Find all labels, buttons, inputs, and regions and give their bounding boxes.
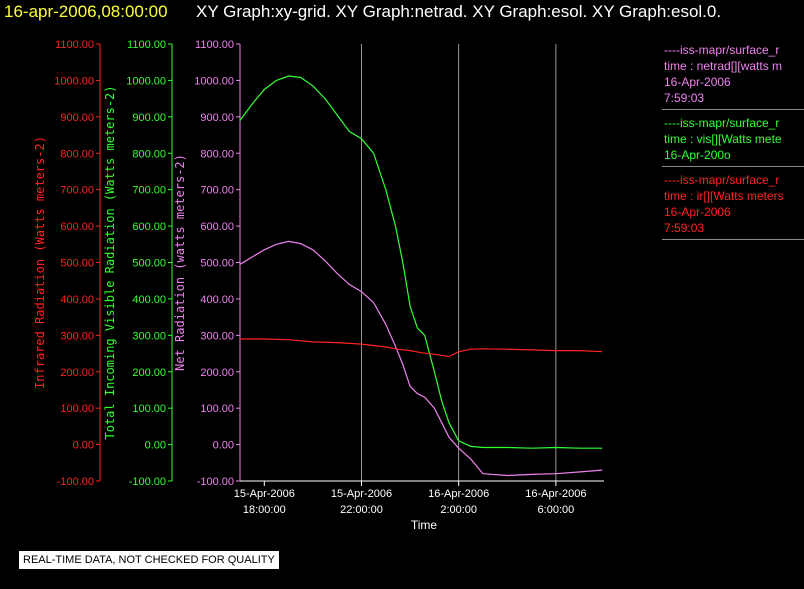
y-tick-label: 800.00 (132, 148, 166, 160)
y-tick-label: 400.00 (132, 294, 166, 306)
y-tick-label: 200.00 (60, 367, 94, 379)
legend-line: ----iss-mapr/surface_r (664, 43, 780, 57)
y-tick-label: 500.00 (132, 258, 166, 270)
y-tick-label: 800.00 (60, 148, 94, 160)
legend-separator (662, 239, 804, 240)
legend-line: time : netrad[][watts m (664, 59, 783, 73)
legend-line: time : vis[][Watts mete (664, 132, 782, 146)
y-tick-label: 700.00 (60, 185, 94, 197)
legend-line: 7:59:03 (664, 221, 705, 235)
y-tick-label: 100.00 (60, 403, 94, 415)
y-tick-label: 200.00 (132, 367, 166, 379)
y-tick-label: 400.00 (60, 294, 94, 306)
legend-line: 16-Apr-200o (664, 148, 731, 162)
y-tick-label: 600.00 (60, 221, 94, 233)
y-tick-label: 0.00 (213, 440, 234, 452)
y-tick-label: 500.00 (200, 258, 234, 270)
x-axis-title: Time (411, 518, 438, 532)
legend-line: 16-Apr-2006 (664, 75, 731, 89)
legend-line: 7:59:03 (664, 91, 705, 105)
legend-line: 16-Apr-2006 (664, 205, 731, 219)
y-tick-label: -100.00 (57, 476, 94, 488)
y-tick-label: 600.00 (132, 221, 166, 233)
y-tick-label: 700.00 (132, 185, 166, 197)
y-tick-label: 500.00 (60, 258, 94, 270)
legend-line: time : ir[][Watts meters (664, 189, 784, 203)
y-tick-label: 1100.00 (55, 39, 94, 51)
x-tick-label: 15-Apr-2006 (234, 488, 295, 500)
series-line-ir (240, 338, 603, 358)
y-tick-label: 0.00 (73, 440, 94, 452)
x-tick-label: 6:00:00 (538, 504, 575, 516)
y-tick-label: 100.00 (132, 403, 166, 415)
x-tick-label: 2:00:00 (440, 504, 477, 516)
y-tick-label: 1100.00 (195, 39, 234, 51)
y-tick-label: -100.00 (197, 476, 234, 488)
legend-separator (662, 109, 804, 110)
y-tick-label: 1000.00 (54, 75, 94, 87)
y-tick-label: 0.00 (145, 440, 166, 452)
legend-line: ----iss-mapr/surface_r (664, 116, 780, 130)
y-tick-label: 700.00 (200, 185, 234, 197)
y-tick-label: 800.00 (200, 148, 234, 160)
y-tick-label: 400.00 (200, 294, 234, 306)
y-tick-label: 900.00 (60, 112, 94, 124)
x-tick-label: 16-Apr-2006 (525, 488, 586, 500)
legend-separator (662, 166, 804, 167)
y-tick-label: 900.00 (132, 112, 166, 124)
y-tick-label: 300.00 (60, 330, 94, 342)
header-date: 16-apr-2006,08:00:00 (4, 2, 168, 21)
x-tick-label: 16-Apr-2006 (428, 488, 489, 500)
header-graph-list: XY Graph:xy-grid. XY Graph:netrad. XY Gr… (196, 2, 722, 21)
y-tick-label: 1000.00 (126, 75, 166, 87)
y-axis-title: Net Radiation (watts meters-2) (173, 154, 187, 371)
y-tick-label: 300.00 (132, 330, 166, 342)
x-tick-label: 18:00:00 (243, 504, 286, 516)
quality-note: REAL-TIME DATA, NOT CHECKED FOR QUALITY (19, 551, 279, 569)
y-tick-label: 200.00 (200, 367, 234, 379)
x-tick-label: 22:00:00 (340, 504, 383, 516)
x-tick-label: 15-Apr-2006 (331, 488, 392, 500)
y-tick-label: 100.00 (200, 403, 234, 415)
y-tick-label: 300.00 (200, 330, 234, 342)
series-line-netrad (239, 240, 603, 477)
series-line-vis (239, 75, 603, 449)
y-tick-label: 1000.00 (194, 75, 234, 87)
y-tick-label: 600.00 (200, 221, 234, 233)
y-tick-label: 1100.00 (127, 39, 166, 51)
y-tick-label: -100.00 (129, 476, 166, 488)
y-axis-title: Total Incoming Visible Radiation (Watts … (103, 85, 117, 439)
legend-line: ----iss-mapr/surface_r (664, 173, 780, 187)
y-tick-label: 900.00 (200, 112, 234, 124)
y-axis-title: Infrared Radiation (Watts meters-2) (33, 136, 47, 389)
